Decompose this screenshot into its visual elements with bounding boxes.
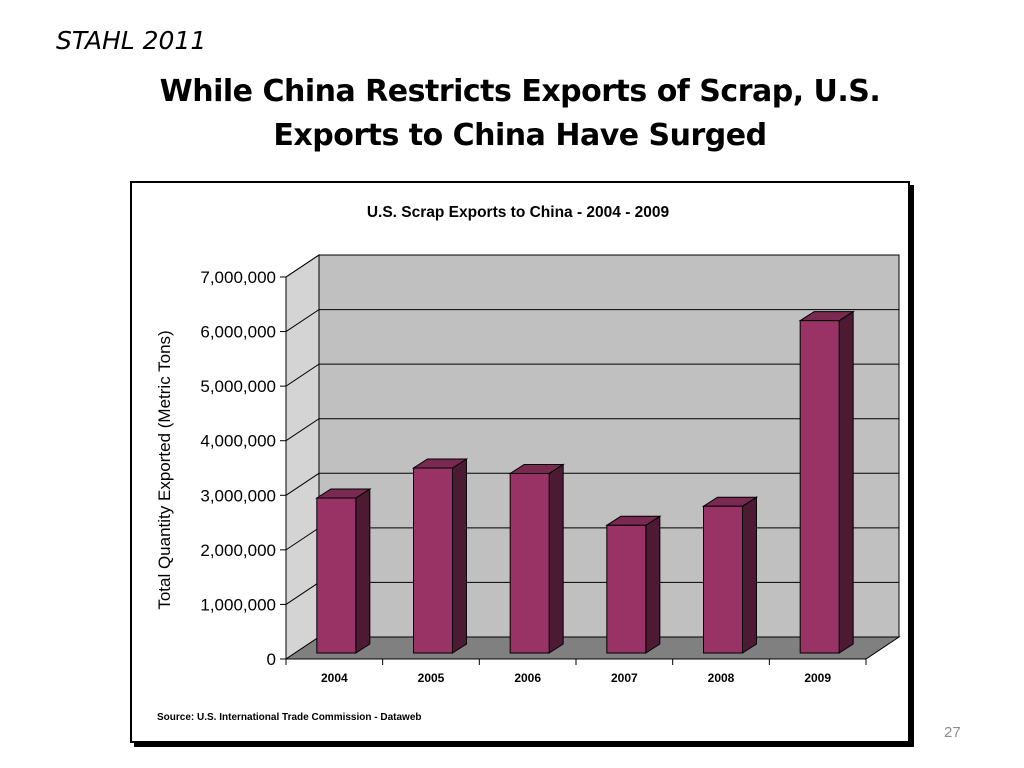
slide-title-line-1: While China Restricts Exports of Scrap, … [159,74,881,109]
plot-area: 0 1,000,000 2,000,000 3,000,000 4,000,000 5,0… [200,254,901,685]
y-tick-label: 5,000,000 [200,377,276,396]
bar-2005 [413,467,453,654]
y-tick-label: 7,000,000 [200,268,276,287]
y-tick-label: 1,000,000 [200,595,276,614]
chart-title: U.S. Scrap Exports to China - 2004 - 200… [367,204,670,221]
y-tick-label: 0 [267,650,276,669]
gridline [285,418,899,442]
slide-title-line-2: Exports to China Have Surged [273,118,767,153]
y-tick-label: 3,000,000 [200,486,276,505]
side-wall [285,254,320,660]
slide-title: While China Restricts Exports of Scrap, … [130,70,910,158]
page-number: 27 [944,724,961,741]
bar-side-2006 [548,463,564,654]
y-axis-label: Total Quantity Exported (Metric Tons) [155,330,174,609]
slide-tag: STAHL 2011 [56,26,207,55]
gridline [285,254,899,278]
bar-2006 [509,472,550,654]
gridline [285,309,899,332]
source-note: Source: U.S. International Trade Commiss… [157,712,422,723]
x-tick-label: 2005 [418,671,445,685]
x-tick-label: 2007 [611,671,638,685]
bar-side-2009 [838,310,854,654]
bar-2004 [316,497,357,654]
gridline [285,363,899,387]
bar-side-2008 [742,496,757,654]
y-tick-label: 6,000,000 [200,323,276,342]
bar-side-2005 [452,458,467,654]
bar-side-2007 [645,515,661,654]
x-tick-label: 2004 [321,671,348,685]
y-tick-label: 4,000,000 [200,432,276,451]
bar-side-2004 [355,488,371,654]
x-tick-label: 2008 [708,671,735,685]
x-tick-label: 2009 [804,671,831,685]
gridline [285,472,899,496]
bar-2007 [606,524,647,654]
bar-2008 [703,505,743,654]
bar-2009 [799,320,840,654]
x-tick-label: 2006 [514,671,541,685]
y-tick-label: 2,000,000 [200,541,276,560]
